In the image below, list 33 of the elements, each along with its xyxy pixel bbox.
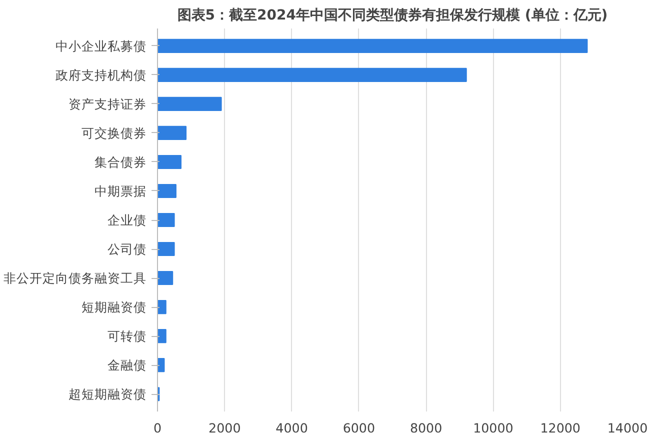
y-tick-label: 超短期融资债 xyxy=(68,386,146,402)
bar xyxy=(158,38,588,53)
bar xyxy=(158,184,176,198)
x-tick-label: 4000 xyxy=(276,420,308,436)
x-tick-label: 10000 xyxy=(473,420,514,436)
bar xyxy=(158,242,175,256)
x-tick-label: 14000 xyxy=(607,420,648,436)
x-tick-label: 6000 xyxy=(342,420,376,436)
y-tick-label: 中期票据 xyxy=(94,183,146,198)
y-tick-label: 可交换债券 xyxy=(82,125,146,140)
x-tick-label: 0 xyxy=(153,420,162,436)
x-tick-label: 12000 xyxy=(540,420,580,436)
y-tick-label: 资产支持证券 xyxy=(68,96,146,112)
bar xyxy=(158,329,166,344)
y-tick-label: 非公开定向债务融资工具 xyxy=(4,270,146,286)
y-tick-label: 企业债 xyxy=(108,212,146,228)
bar xyxy=(158,300,166,314)
y-tick-label: 金融债 xyxy=(108,358,146,373)
bar xyxy=(158,154,182,169)
bar xyxy=(158,68,467,82)
y-tick-label: 政府支持机构债 xyxy=(56,67,146,82)
x-tick-label: 2000 xyxy=(208,420,241,436)
y-tick-label: 可转债 xyxy=(108,328,146,344)
bar xyxy=(158,271,174,286)
y-tick-label: 短期融资债 xyxy=(82,300,146,315)
y-tick-label: 公司债 xyxy=(108,242,146,257)
y-tick-label: 集合债券 xyxy=(94,154,146,170)
x-tick-label: 8000 xyxy=(410,420,442,436)
chart-title: 图表5：截至2024年中国不同类型债券有担保发行规模 (单位：亿元) xyxy=(177,8,608,24)
bar xyxy=(158,126,187,140)
bar xyxy=(158,96,222,111)
bar xyxy=(158,212,175,228)
y-tick-label: 中小企业私募债 xyxy=(56,38,146,54)
